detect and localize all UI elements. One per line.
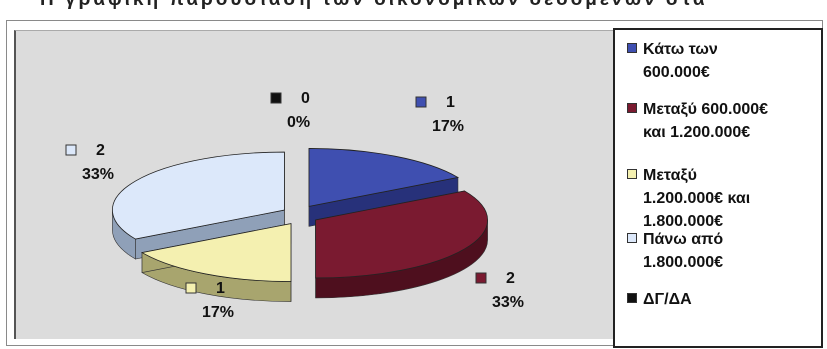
data-label-key [475, 272, 487, 284]
legend-label: ΔΓ/ΔΑ [643, 291, 692, 308]
legend-swatch [627, 103, 637, 113]
pie-slice-top [112, 151, 285, 240]
pie-slice [315, 190, 488, 299]
data-label-key [270, 92, 282, 104]
legend-label: Μεταξύ 600.000€ και 1.200.000€ [643, 101, 769, 141]
pie-slice-top [308, 148, 460, 207]
data-label-value: 1 [216, 280, 225, 297]
data-label-percent: 33% [492, 294, 524, 311]
legend-swatch [627, 169, 637, 179]
pie-slice-top [315, 190, 488, 279]
data-label-value: 2 [506, 270, 515, 287]
data-label-value: 1 [446, 94, 455, 111]
data-label: 117% [415, 94, 464, 135]
data-label-value: 2 [96, 142, 105, 159]
data-label-key [185, 282, 197, 294]
legend-label: Πάνω από 1.800.000€ [643, 231, 724, 271]
data-label-percent: 17% [202, 304, 234, 321]
data-label: 233% [65, 142, 114, 183]
data-label: 233% [475, 270, 524, 311]
data-label-key [415, 96, 427, 108]
pie-slice [140, 223, 292, 302]
legend-swatch [627, 293, 637, 303]
pie-slice-top [140, 223, 292, 282]
legend-label: Κάτω των 600.000€ [643, 41, 718, 81]
data-label-percent: 17% [432, 118, 464, 135]
page-caption: Η γραφική παρουσίαση των οικονομικών δεδ… [40, 0, 708, 11]
data-label: 00% [270, 90, 310, 131]
data-label: 117% [185, 280, 234, 321]
data-label-percent: 33% [82, 166, 114, 183]
data-label-percent: 0% [287, 114, 310, 131]
legend-swatch [627, 43, 637, 53]
data-label-key [65, 144, 77, 156]
legend-label: Μεταξύ 1.200.000€ και 1.800.000€ [643, 167, 751, 230]
chart-legend: Κάτω των 600.000€ Μεταξύ 600.000€ και 1.… [613, 28, 823, 348]
legend-swatch [627, 233, 637, 243]
data-label-value: 0 [301, 90, 310, 107]
